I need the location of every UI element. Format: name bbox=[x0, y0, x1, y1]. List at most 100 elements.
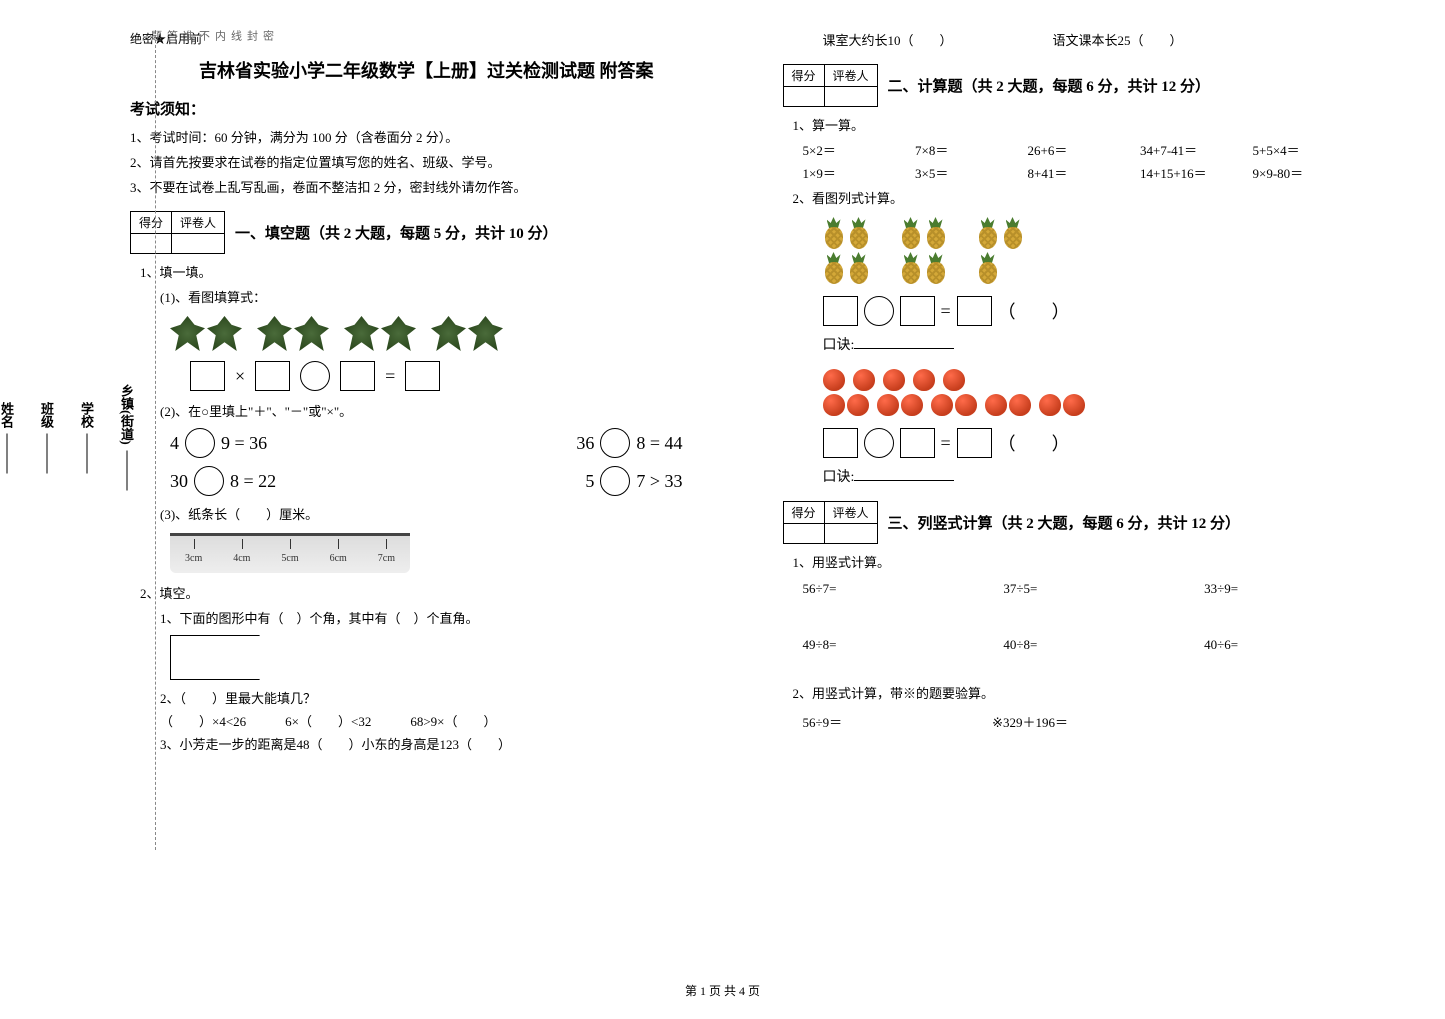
leaf-icon bbox=[344, 316, 379, 351]
calc-item: 8+41＝ bbox=[1028, 163, 1131, 182]
verify-item: ※329＋196＝ bbox=[992, 712, 1068, 731]
blank-box[interactable] bbox=[823, 296, 858, 326]
blank-box[interactable] bbox=[900, 428, 935, 458]
student-info-fields: 乡镇(街道) 学校 班级 姓名 学号 bbox=[0, 30, 147, 850]
calc-item: 34+7-41＝ bbox=[1140, 140, 1243, 159]
pineapple-icon bbox=[823, 217, 845, 249]
blank-circle[interactable] bbox=[600, 428, 630, 458]
verify-row: 56÷9＝ ※329＋196＝ bbox=[803, 712, 1356, 731]
blank-circle[interactable] bbox=[600, 466, 630, 496]
apple-icon bbox=[1039, 394, 1061, 416]
apple-icon bbox=[943, 369, 965, 391]
seal-char: 不 bbox=[196, 30, 212, 850]
apple-icon bbox=[877, 394, 899, 416]
div-item: 40÷8= bbox=[1003, 637, 1154, 653]
ruler-mark: 7cm bbox=[378, 539, 395, 564]
field-class: 班级 bbox=[27, 402, 67, 479]
div-item: 33÷9= bbox=[1204, 581, 1355, 597]
section-3-header: 得分评卷人 三、列竖式计算（共 2 大题，每题 6 分，共计 12 分） bbox=[783, 501, 1376, 544]
blank-circle[interactable] bbox=[864, 428, 894, 458]
blank-box[interactable] bbox=[340, 361, 375, 391]
op-equation: 368 = 44 bbox=[576, 428, 682, 458]
score-table: 得分评卷人 bbox=[783, 501, 878, 544]
paren-blank: （ ） bbox=[998, 430, 1070, 456]
ruler-mark: 6cm bbox=[330, 539, 347, 564]
apple-icon bbox=[931, 394, 953, 416]
grader-cell: 评卷人 bbox=[824, 502, 877, 524]
seal-char: 线 bbox=[228, 30, 244, 850]
blank-box[interactable] bbox=[823, 428, 858, 458]
pineapple-figure bbox=[823, 217, 1376, 284]
section-1-title: 一、填空题（共 2 大题，每题 5 分，共计 10 分） bbox=[235, 222, 558, 243]
top-fill-row: 课室大约长10（ ） 语文课本长25（ ） bbox=[823, 30, 1336, 49]
fill-item: 语文课本长25（ ） bbox=[1053, 30, 1183, 49]
apple-icon bbox=[847, 394, 869, 416]
pineapple-icon bbox=[900, 217, 922, 249]
div-item: 56÷7= bbox=[803, 581, 954, 597]
calc-item: 7×8＝ bbox=[915, 140, 1018, 159]
verify-item: 56÷9＝ bbox=[803, 712, 843, 731]
apple-icon bbox=[823, 394, 845, 416]
seal-char: 答 bbox=[164, 30, 180, 850]
blank-box[interactable] bbox=[405, 361, 440, 391]
seal-char: 内 bbox=[212, 30, 228, 850]
apple-figure-row1 bbox=[823, 369, 1376, 391]
ruler-mark: 4cm bbox=[233, 539, 250, 564]
seal-char: 题 bbox=[148, 30, 164, 850]
apple-icon bbox=[853, 369, 875, 391]
eq-sign: = bbox=[941, 301, 951, 322]
ruler-mark: 3cm bbox=[185, 539, 202, 564]
page-footer: 第 1 页 共 4 页 bbox=[0, 982, 1445, 999]
eq-sign: = bbox=[941, 433, 951, 454]
pineapple-icon bbox=[977, 252, 999, 284]
seal-char: 准 bbox=[180, 30, 196, 850]
fill-item: 课室大约长10（ ） bbox=[823, 30, 953, 49]
paren-blank: （ ） bbox=[998, 298, 1070, 324]
apple-icon bbox=[823, 369, 845, 391]
calc-item: 9×9-80＝ bbox=[1253, 163, 1356, 182]
section-2-title: 二、计算题（共 2 大题，每题 6 分，共计 12 分） bbox=[888, 75, 1211, 96]
eq-sign: = bbox=[385, 366, 395, 387]
calc-item: 14+15+16＝ bbox=[1140, 163, 1243, 182]
right-column: 课室大约长10（ ） 语文课本长25（ ） 得分评卷人 二、计算题（共 2 大题… bbox=[753, 30, 1406, 940]
apple-icon bbox=[955, 394, 977, 416]
section-3-title: 三、列竖式计算（共 2 大题，每题 6 分，共计 12 分） bbox=[888, 512, 1241, 533]
ruler-mark: 5cm bbox=[281, 539, 298, 564]
field-name: 姓名 bbox=[0, 402, 27, 479]
score-cell: 得分 bbox=[783, 65, 824, 87]
pineapple-icon bbox=[848, 217, 870, 249]
pineapple-icon bbox=[900, 252, 922, 284]
blank-line[interactable] bbox=[854, 467, 954, 481]
apple-equation: = （ ） bbox=[823, 428, 1376, 458]
blank-box[interactable] bbox=[957, 428, 992, 458]
seal-line: 密 封 线 内 不 准 答 题 bbox=[155, 30, 156, 850]
seal-char: 密 bbox=[260, 30, 276, 850]
koujue-line: 口诀: bbox=[823, 466, 1376, 486]
leaf-icon bbox=[381, 316, 416, 351]
blank-line[interactable] bbox=[854, 335, 954, 349]
calc-item: 5×2＝ bbox=[803, 140, 906, 159]
calc-item: 3×5＝ bbox=[915, 163, 1018, 182]
blank-circle[interactable] bbox=[300, 361, 330, 391]
div-item: 40÷6= bbox=[1204, 637, 1355, 653]
op-equation: 57 > 33 bbox=[585, 466, 682, 496]
blank-box[interactable] bbox=[900, 296, 935, 326]
apple-icon bbox=[1009, 394, 1031, 416]
division-grid: 56÷7= 37÷5= 33÷9= 49÷8= 40÷8= 40÷6= bbox=[803, 581, 1356, 653]
apple-icon bbox=[985, 394, 1007, 416]
pineapple-icon bbox=[848, 252, 870, 284]
calc-item: 5+5×4＝ bbox=[1253, 140, 1356, 159]
apple-icon bbox=[913, 369, 935, 391]
calc-grid: 5×2＝ 7×8＝ 26+6＝ 34+7-41＝ 5+5×4＝ 1×9＝ 3×5… bbox=[803, 140, 1356, 182]
leaf-icon bbox=[294, 316, 329, 351]
blank-circle[interactable] bbox=[864, 296, 894, 326]
score-table: 得分评卷人 bbox=[783, 64, 878, 107]
leaf-icon bbox=[431, 316, 466, 351]
apple-figure-row2 bbox=[823, 394, 1376, 416]
pineapple-equation: = （ ） bbox=[823, 296, 1376, 326]
blank-box[interactable] bbox=[957, 296, 992, 326]
s3-q2: 2、用竖式计算，带※的题要验算。 bbox=[793, 683, 1376, 702]
seal-char: 封 bbox=[244, 30, 260, 850]
ruler-figure: 3cm 4cm 5cm 6cm 7cm bbox=[170, 533, 410, 573]
score-cell: 得分 bbox=[783, 502, 824, 524]
